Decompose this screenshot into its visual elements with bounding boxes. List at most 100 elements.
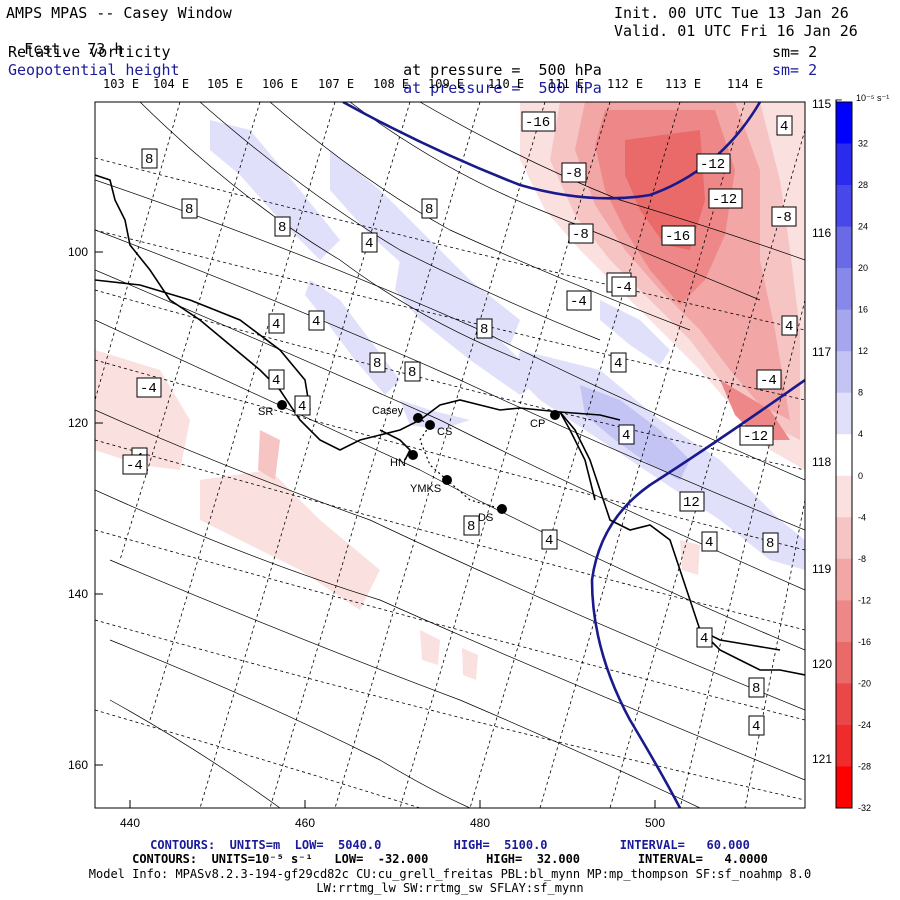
- contour-label-box: [618, 424, 635, 445]
- graticule: [95, 102, 805, 808]
- contour-label: 8: [373, 356, 381, 372]
- field2-level: at pressure = 500 hPa: [385, 61, 602, 97]
- colorbar-tick-label: -12: [858, 595, 871, 605]
- contour-label-box: [404, 361, 421, 382]
- colorbar-tick-label: -20: [858, 678, 871, 688]
- longitude-label: 111 E: [548, 77, 585, 91]
- contour-label-box: [561, 162, 587, 183]
- contour-label: -8: [572, 227, 589, 243]
- model-info: Model Info: MPASv8.2.3-194-gf29cd82c CU:…: [88, 867, 812, 881]
- longitude-label: 109 E: [428, 77, 465, 91]
- map-title: AMPS MPAS -- Casey Window: [6, 4, 232, 22]
- colorbar-swatch: [836, 226, 852, 269]
- contour-label: 4: [312, 314, 320, 330]
- colorbar-swatch: [836, 641, 852, 684]
- right-longitude-label: 118 E: [812, 455, 842, 469]
- contour-label: 8: [752, 681, 760, 697]
- height-contour-info: CONTOURS: UNITS=m LOW= 5040.0 HIGH= 5100…: [150, 838, 750, 852]
- contour-label-box: [566, 290, 592, 311]
- colorbar-tick-label: -28: [858, 761, 871, 771]
- colorbar-swatch: [836, 434, 852, 477]
- contour-label-box: [181, 198, 198, 219]
- contour-label-box: [748, 677, 765, 698]
- contour-label-box: [568, 223, 594, 244]
- init-time: Init. 00 UTC Tue 13 Jan 26: [614, 4, 849, 22]
- y-tick-label: 140: [68, 587, 88, 601]
- contour-label: 4: [272, 373, 280, 389]
- contour-label: 4: [614, 356, 622, 372]
- colorbar-tick-label: -16: [858, 637, 871, 647]
- contour-label: -12: [712, 192, 737, 208]
- longitude-label: 113 E: [665, 77, 702, 91]
- colorbar-swatch: [836, 724, 852, 767]
- field1-smoothing: sm= 2: [772, 43, 818, 61]
- contour-label-box: [679, 491, 705, 512]
- x-tick-label: 480: [470, 816, 490, 830]
- contour-label: 8: [425, 202, 433, 218]
- valid-time: Valid. 01 UTC Fri 16 Jan 26: [614, 22, 858, 40]
- contour-label-box: [361, 232, 378, 253]
- station-label: HN: [390, 457, 406, 469]
- positive-vorticity-shading: [210, 120, 805, 570]
- right-longitude-label: 117 E: [812, 345, 842, 359]
- field2-level-label: at pressure =: [403, 79, 521, 97]
- right-longitude-label: 115 E: [812, 97, 842, 111]
- longitude-label: 106 E: [262, 77, 299, 91]
- colorbar-tick-label: 32: [858, 139, 868, 149]
- field1-level-label: at pressure =: [403, 61, 521, 79]
- contour-label: 8: [145, 152, 153, 168]
- contour-label: 4: [298, 399, 306, 415]
- longitude-label: 103 E: [103, 77, 140, 91]
- coastline: [95, 174, 805, 676]
- contour-label: -4: [615, 280, 632, 296]
- contour-label-box: [739, 425, 774, 446]
- contour-label-box: [421, 198, 438, 219]
- colorbar-tick-label: 24: [858, 222, 868, 232]
- longitude-label: 104 E: [153, 77, 190, 91]
- model-info-2: LW:rrtmg_lw SW:rrtmg_sw SFLAY:sf_mynn: [316, 881, 584, 895]
- x-axis-ticks: [95, 251, 656, 808]
- contour-label: 8: [467, 519, 475, 535]
- longitude-label: 110 E: [488, 77, 525, 91]
- contour-label-box: [541, 529, 558, 550]
- contour-label: 4: [780, 119, 788, 135]
- plot-frame: [94, 101, 806, 809]
- colorbar-swatch: [836, 517, 852, 560]
- y-tick-label: 100: [68, 245, 88, 259]
- contour-label-box: [762, 532, 779, 553]
- contour-labels: 88884444888444128484484444-16-8-12-12-8-…: [122, 111, 798, 736]
- contour-label: 4: [272, 317, 280, 333]
- colorbar-swatch: [836, 558, 852, 601]
- contour-label-box: [771, 206, 797, 227]
- contour-label-box: [781, 315, 798, 336]
- colorbar-swatch: [836, 766, 852, 809]
- contour-label: 12: [683, 495, 700, 511]
- contour-label-box: [476, 318, 493, 339]
- contour-label: 8: [408, 365, 416, 381]
- contour-label-box: [611, 276, 637, 297]
- contour-label-box: [268, 313, 285, 334]
- contour-label-box: [748, 715, 765, 736]
- contour-label: 8: [480, 322, 488, 338]
- colorbar-tick-label: 16: [858, 305, 868, 315]
- station-label: SR: [258, 406, 273, 418]
- contour-label: -4: [570, 294, 587, 310]
- contour-label-box: [701, 531, 718, 552]
- station-label: YMKS: [410, 483, 441, 495]
- contour-label: -4: [760, 373, 777, 389]
- contour-label: -16: [665, 229, 690, 245]
- field1-level: at pressure = 500 hPa: [385, 43, 602, 79]
- contour-label: 4: [705, 535, 713, 551]
- field1-level-value: 500 hPa: [538, 61, 602, 79]
- fcst-label: Fcst.: [24, 40, 70, 58]
- axis-labels: 440 460 480 500 100 120 140 160: [68, 245, 665, 830]
- longitude-label: 112 E: [607, 77, 644, 91]
- field2-level-value: 500 hPa: [538, 79, 602, 97]
- colorbar-tick-label: -32: [858, 803, 871, 813]
- colorbar-swatch: [836, 475, 852, 518]
- contour-label: -4: [140, 381, 157, 397]
- colorbar-tick-label: 20: [858, 263, 868, 273]
- right-longitude-label: 119 E: [812, 562, 842, 576]
- contour-label-box: [369, 352, 386, 373]
- contour-label: 8: [766, 536, 774, 552]
